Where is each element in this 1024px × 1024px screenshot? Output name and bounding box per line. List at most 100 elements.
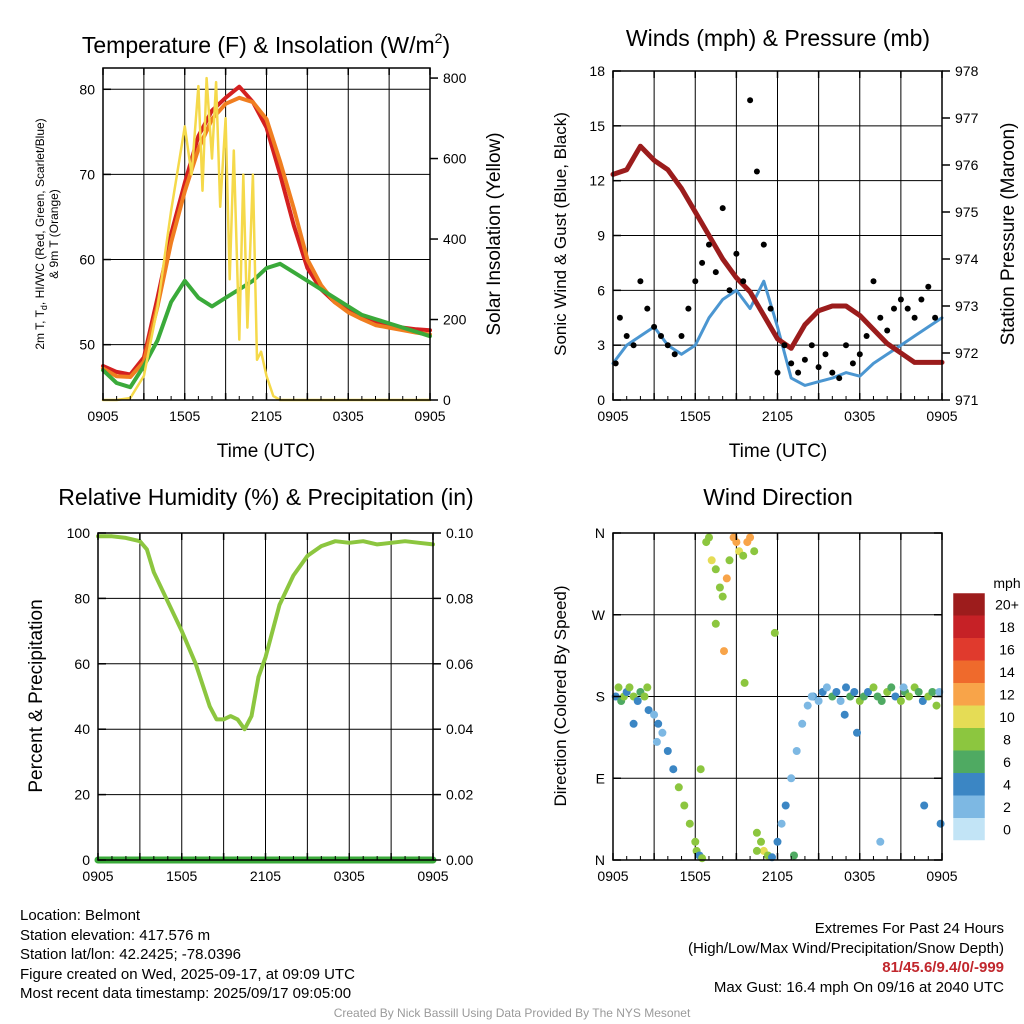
legend-label: 16 xyxy=(999,641,1015,657)
insolation-ylabel: Solar Insolation (Yellow) xyxy=(484,132,505,335)
legend-label: 6 xyxy=(1003,754,1011,770)
data-point xyxy=(795,369,802,376)
data-point xyxy=(928,688,937,696)
data-point xyxy=(773,837,782,846)
y-tick-label: N xyxy=(595,525,605,541)
x-tick-label: 1505 xyxy=(680,868,711,884)
data-point xyxy=(671,351,678,358)
data-point xyxy=(612,360,619,367)
x-tick-label: 0305 xyxy=(334,868,365,884)
data-point xyxy=(752,846,761,855)
legend-swatch xyxy=(953,773,985,796)
data-point xyxy=(918,296,925,303)
data-point xyxy=(644,706,653,715)
legend-label: 10 xyxy=(999,709,1015,725)
y-right-tick-label: 600 xyxy=(443,151,467,167)
wind-direction-panel: Wind Direction 0905 1505 2105 0305 0905NESWN… xyxy=(551,484,1021,884)
winds-panel: Winds (mph) & Pressure (mb) 0905 1505 2105… xyxy=(551,25,1019,462)
data-point xyxy=(822,351,829,358)
data-point xyxy=(691,837,700,846)
data-point xyxy=(692,278,699,285)
data-point xyxy=(914,688,923,696)
data-point xyxy=(932,701,941,710)
data-point xyxy=(832,688,841,696)
y-tick-label: 9 xyxy=(597,228,605,244)
data-point xyxy=(625,683,634,692)
data-point xyxy=(870,278,877,285)
data-point xyxy=(739,551,748,560)
data-point xyxy=(829,369,836,376)
y-tick-label: 0 xyxy=(82,852,90,868)
data-point xyxy=(770,628,779,637)
data-point xyxy=(787,774,796,783)
x-tick-label: 0905 xyxy=(417,868,448,884)
data-point xyxy=(788,360,795,367)
data-point xyxy=(777,819,786,828)
data-point xyxy=(853,728,861,737)
legend-label: 14 xyxy=(999,664,1015,680)
data-point xyxy=(740,678,749,687)
data-point xyxy=(836,375,843,382)
y-tick-label: 18 xyxy=(589,63,605,79)
data-point xyxy=(843,342,849,349)
y-tick-label: 50 xyxy=(79,337,95,353)
data-point xyxy=(856,351,863,358)
y-tick-label: 15 xyxy=(589,118,605,134)
x-tick-label: 0305 xyxy=(844,408,875,424)
data-point xyxy=(920,801,929,810)
x-tick-label: 0905 xyxy=(597,408,628,424)
data-point xyxy=(685,305,692,312)
y-right-tick-label: 800 xyxy=(443,70,467,86)
data-point xyxy=(663,747,672,755)
data-point xyxy=(904,305,911,312)
wind-direction-grid xyxy=(613,533,942,860)
data-point xyxy=(664,342,671,349)
data-point xyxy=(781,342,788,349)
y-right-tick-label: 200 xyxy=(443,312,467,328)
y-right-tick-label: 972 xyxy=(955,345,979,361)
y-right-tick-label: 973 xyxy=(955,298,979,314)
y-tick-label: 80 xyxy=(79,81,95,97)
data-point xyxy=(807,692,816,701)
legend-swatch xyxy=(953,818,985,841)
data-point xyxy=(711,619,720,628)
x-tick-label: 1505 xyxy=(166,868,197,884)
x-tick-label: 0305 xyxy=(333,408,364,424)
data-point xyxy=(712,269,719,276)
humidity-ylabel: Percent & Precipitation xyxy=(26,599,47,792)
y-tick-label: 60 xyxy=(74,656,90,672)
data-point xyxy=(740,278,747,285)
extremes-subtitle: (High/Low/Max Wind/Precipitation/Snow De… xyxy=(688,939,1004,957)
humidity-title: Relative Humidity (%) & Precipitation (i… xyxy=(58,484,473,510)
x-tick-label: 0905 xyxy=(414,408,445,424)
x-tick-label: 1505 xyxy=(169,408,200,424)
data-point xyxy=(814,697,823,705)
data-point xyxy=(633,697,642,705)
data-point xyxy=(750,547,759,556)
y-tick-label: 12 xyxy=(589,173,605,189)
station-location: Location: Belmont xyxy=(20,907,141,924)
y-right-tick-label: 976 xyxy=(955,157,979,173)
y-right-tick-label: 0.06 xyxy=(446,656,473,672)
recent-timestamp: Most recent data timestamp: 2025/09/17 0… xyxy=(20,985,352,1002)
data-point xyxy=(707,556,716,565)
data-point xyxy=(654,719,663,728)
data-point xyxy=(877,697,886,705)
data-point xyxy=(798,719,807,728)
y-tick-label: 6 xyxy=(597,282,605,298)
data-point xyxy=(718,592,727,601)
data-point xyxy=(884,327,891,334)
data-point xyxy=(925,283,932,290)
temperature-panel: Temperature (F) & Insolation (W/m2) 0905… xyxy=(33,30,505,462)
y-tick-label: 20 xyxy=(74,787,90,803)
y-tick-label: 40 xyxy=(74,721,90,737)
legend-swatch xyxy=(953,638,985,661)
data-point xyxy=(640,692,649,701)
data-point xyxy=(918,697,927,705)
humidity-grid xyxy=(98,533,433,860)
y-tick-label: 3 xyxy=(597,337,605,353)
data-point xyxy=(891,692,900,701)
y-right-tick-label: 0.04 xyxy=(446,721,473,737)
legend-swatch xyxy=(953,660,985,683)
temperature-xlabel: Time (UTC) xyxy=(217,441,316,462)
